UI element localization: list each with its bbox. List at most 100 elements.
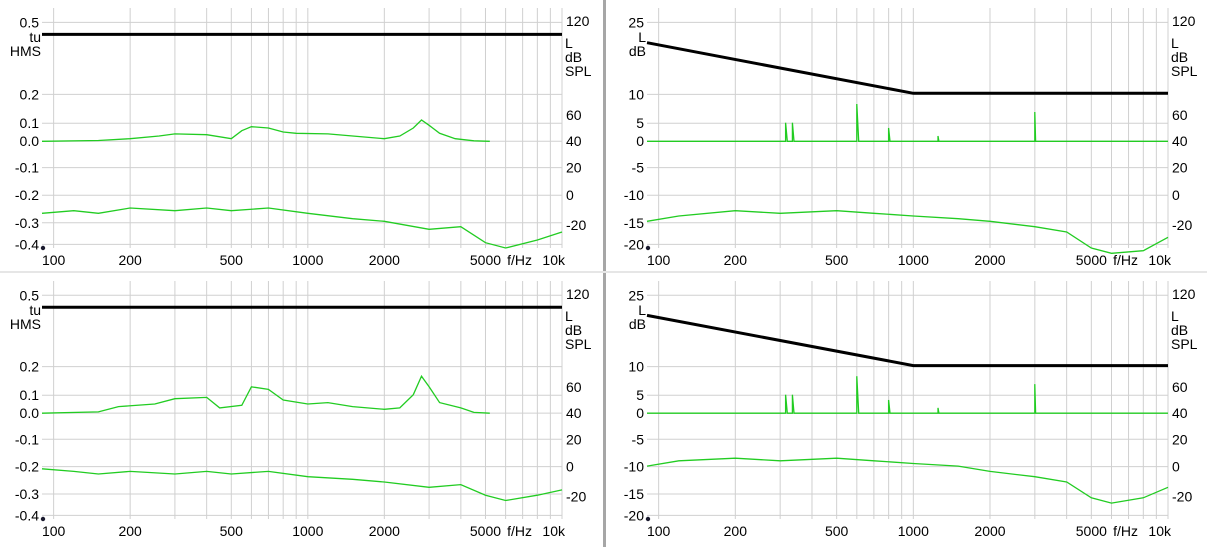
x-axis-unit-label: f/Hz [507,523,532,539]
right-tick-label: 40 [566,405,582,421]
left-tick-label: 0.2 [20,86,40,102]
right-tick-label: -20 [1172,217,1192,233]
right-tick-label: -20 [566,488,586,504]
modulation-curve [647,103,1168,142]
x-tick-label: 500 [220,523,244,539]
left-tick-label: 10 [628,359,644,375]
x-end-label: 10k [1148,523,1172,539]
left-tick-label: 0.1 [20,115,40,131]
right-tick-label: 120 [1172,13,1196,29]
left-tick-label: -0.4 [15,236,39,252]
reference-curve [646,41,1168,95]
x-tick-label: 2000 [369,252,400,268]
left-tick-label: -10 [624,459,644,475]
left-tick-label: -0.2 [15,459,39,475]
grid [647,281,1169,519]
x-tick-label: 100 [647,252,671,268]
reference-curve [646,313,1168,368]
origin-dot [645,245,651,251]
x-tick-label: 500 [825,523,849,539]
grid [42,8,563,248]
right-axis-label: SPL [1171,63,1198,79]
right-tick-label: 60 [566,107,582,123]
x-tick-label: 2000 [974,523,1005,539]
x-tick-label: 5000 [470,252,501,268]
right-axis-label: L [1171,35,1179,51]
left-tick-label: 0.2 [20,359,40,375]
modulation-curve [41,119,490,142]
left-tick-label: -15 [624,215,644,231]
right-axis-label: dB [1171,322,1188,338]
right-tick-label: 60 [1172,379,1188,395]
left-tick-label: -0.3 [15,215,39,231]
right-tick-label: 60 [566,379,582,395]
right-tick-label: 120 [1172,286,1196,302]
left-axis-label: tu [29,302,41,318]
right-tick-label: 40 [566,133,582,149]
right-tick-label: 60 [1172,107,1188,123]
spectrum-curve [41,207,563,249]
right-tick-label: 40 [1172,405,1188,421]
x-tick-label: 2000 [974,252,1005,268]
origin-dot [645,516,651,522]
left-tick-label: 5 [636,115,644,131]
right-tick-label: 40 [1172,133,1188,149]
left-tick-label: -10 [624,187,644,203]
left-tick-label: -20 [624,236,644,252]
right-axis-label: L [1171,308,1179,324]
spectrum-curve [41,468,563,502]
left-tick-label: 25 [628,14,644,30]
x-axis-unit-label: f/Hz [1113,252,1138,268]
x-tick-label: 100 [42,523,66,539]
right-tick-label: 20 [1172,160,1188,176]
x-tick-label: 500 [825,252,849,268]
left-tick-label: -5 [632,431,645,447]
right-axis-label: SPL [565,63,592,79]
right-axis-label: SPL [1171,336,1198,352]
right-tick-label: 20 [566,431,582,447]
right-axis-label: dB [1171,49,1188,65]
left-tick-label: -20 [624,507,644,523]
x-tick-label: 100 [647,523,671,539]
x-tick-label: 1000 [292,523,323,539]
x-tick-label: 1000 [898,252,929,268]
spectrum-curve [646,457,1169,504]
horizontal-divider [0,271,1207,273]
left-tick-label: 0.1 [20,387,40,403]
left-tick-label: -5 [632,160,645,176]
right-tick-label: -20 [1172,488,1192,504]
left-tick-label: -15 [624,486,644,502]
left-axis-label: HMS [10,316,41,332]
x-tick-label: 200 [118,523,142,539]
left-tick-label: 0 [636,405,644,421]
right-tick-label: 120 [566,13,590,29]
grid [42,281,563,519]
vertical-divider [603,0,606,547]
x-end-label: 10k [1148,252,1172,268]
left-tick-label: -0.2 [15,187,39,203]
right-tick-label: 0 [566,459,574,475]
right-tick-label: 120 [566,286,590,302]
left-tick-label: 0.0 [20,133,40,149]
origin-dot [40,245,46,251]
x-tick-label: 5000 [470,523,501,539]
left-tick-label: -0.1 [15,160,39,176]
left-axis-label: L [638,29,646,45]
right-axis-label: dB [565,322,582,338]
left-axis-label: HMS [10,43,41,59]
left-tick-label: -0.4 [15,507,39,523]
origin-dot [40,516,46,522]
left-axis-label: tu [29,29,41,45]
x-axis-unit-label: f/Hz [507,252,532,268]
right-axis-label: SPL [565,336,592,352]
right-tick-label: 20 [1172,431,1188,447]
left-tick-label: 0.5 [20,287,40,303]
modulation-curve [41,374,490,414]
right-tick-label: -20 [566,217,586,233]
left-tick-label: -0.1 [15,431,39,447]
modulation-curve [647,376,1168,414]
left-tick-label: 5 [636,387,644,403]
